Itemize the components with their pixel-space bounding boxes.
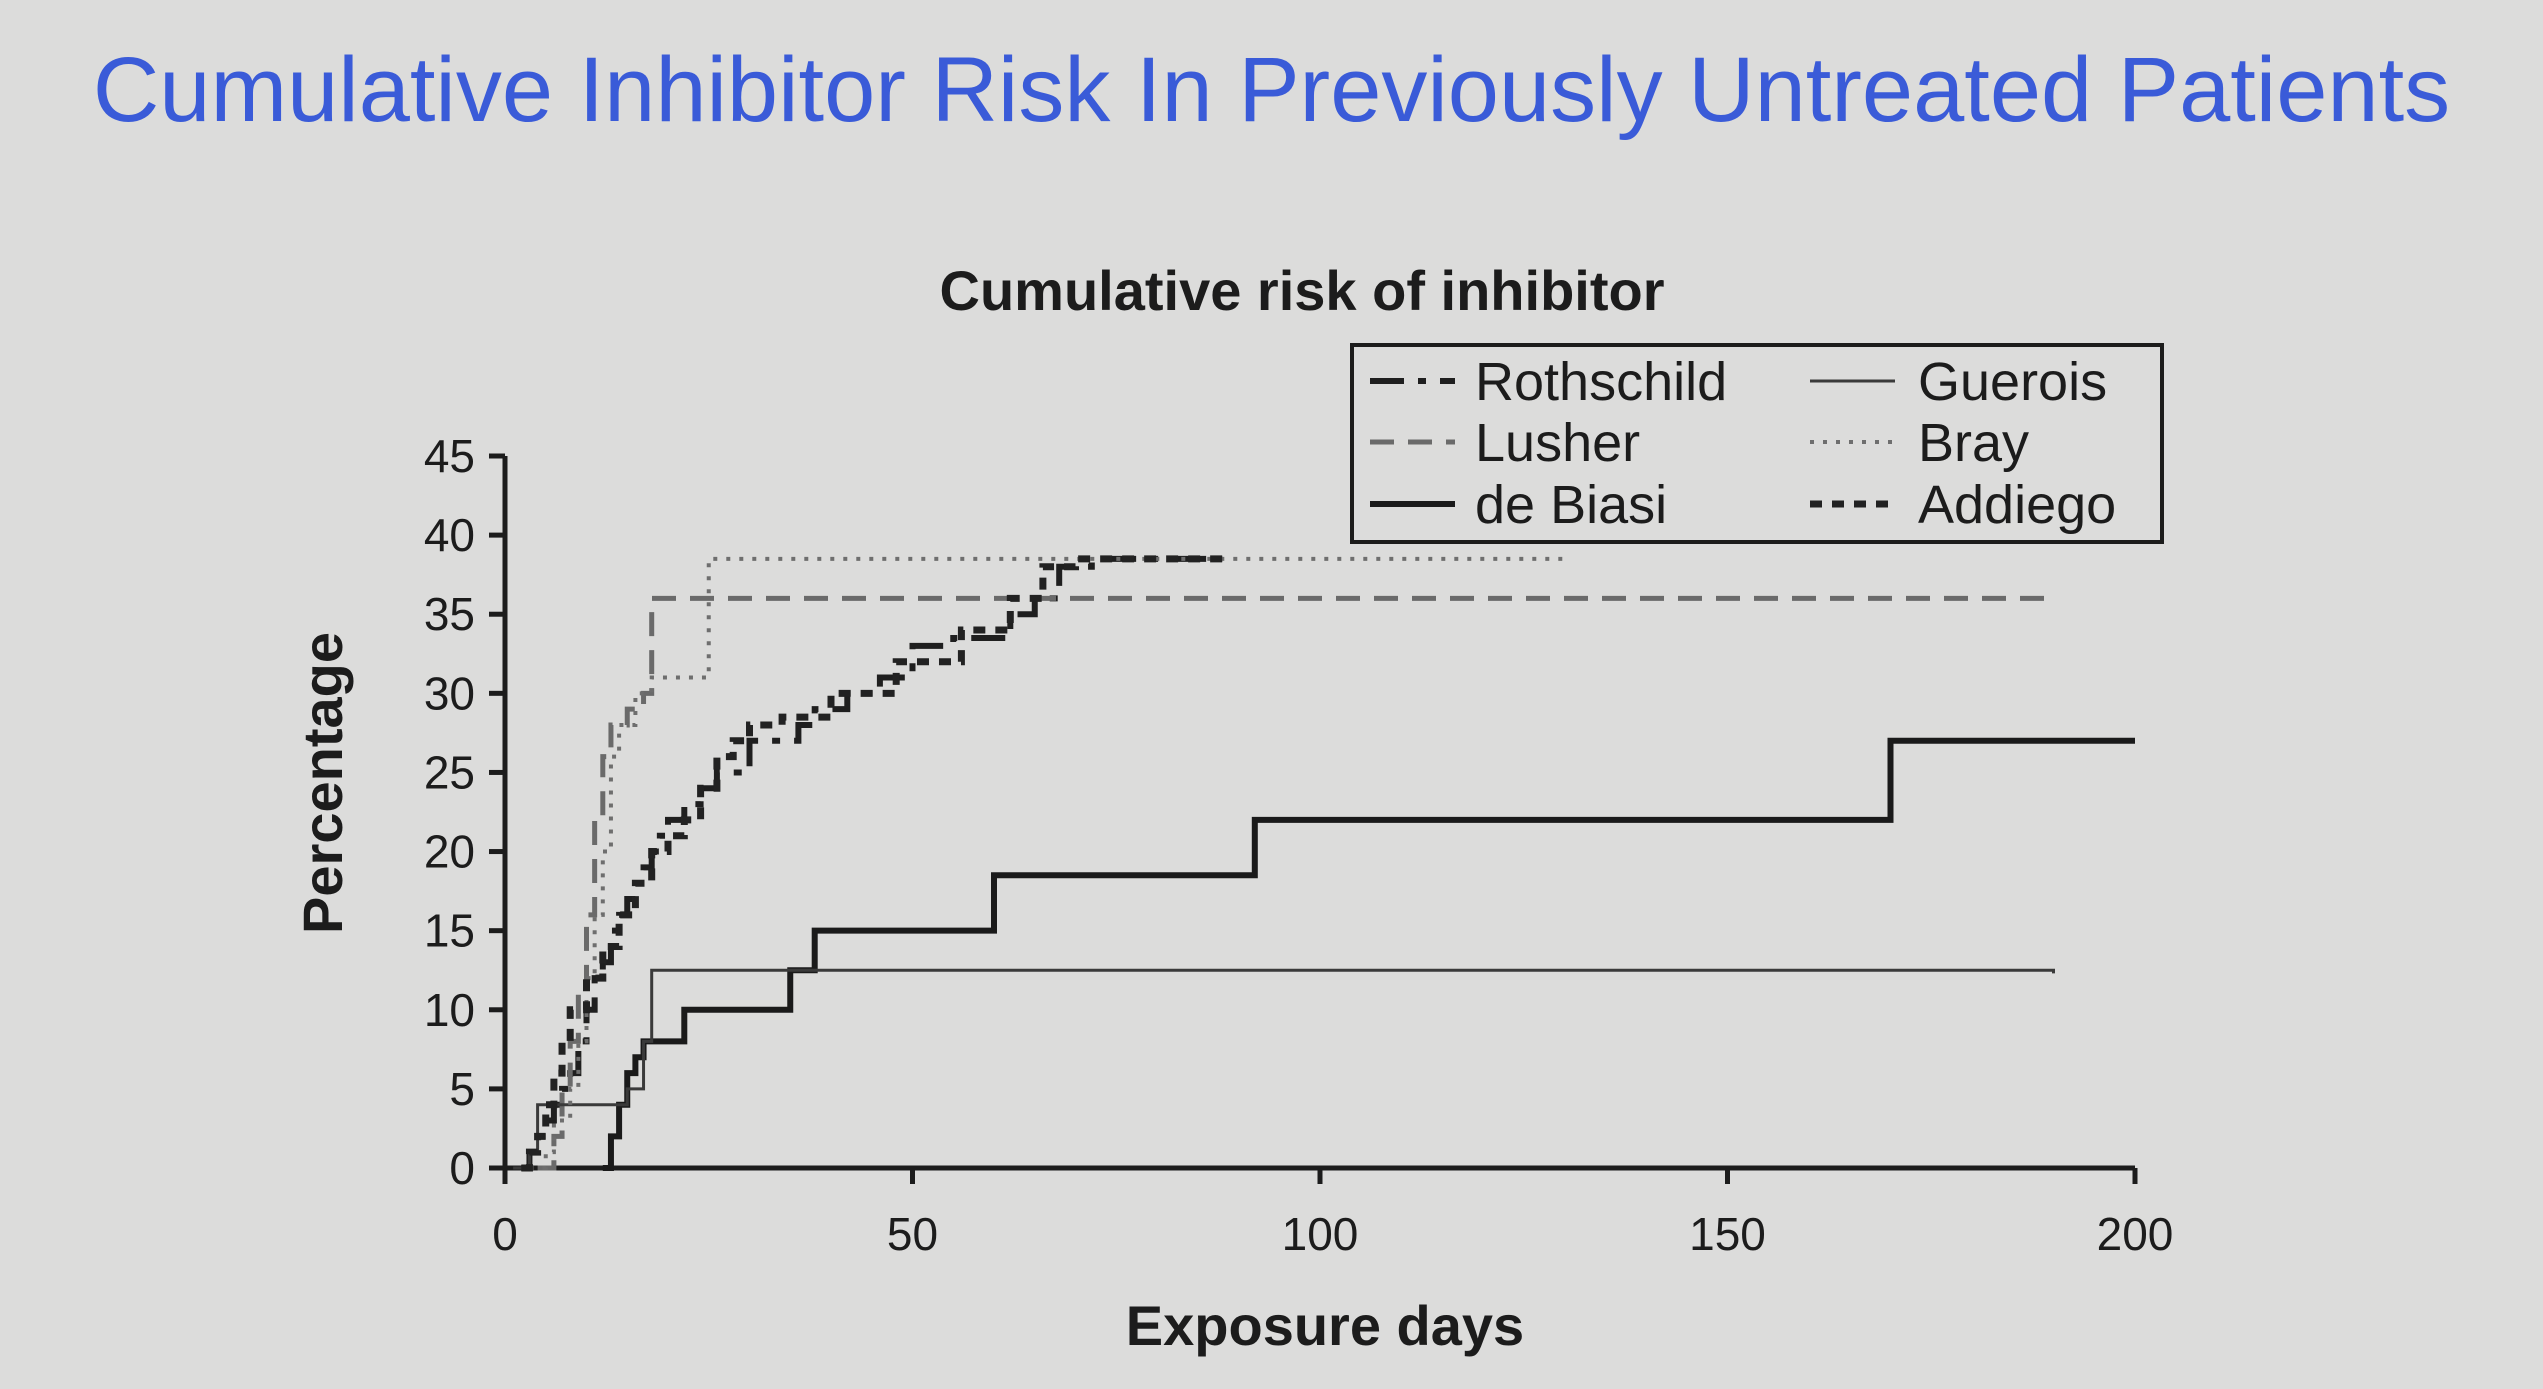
y-tick-label: 10 (424, 984, 475, 1036)
legend-label: Addiego (1918, 475, 2116, 535)
y-tick-label: 25 (424, 746, 475, 798)
y-tick-label: 35 (424, 588, 475, 640)
y-tick-label: 45 (424, 430, 475, 482)
x-tick-label: 0 (492, 1208, 518, 1260)
legend-label: Guerois (1918, 352, 2107, 412)
legend-label: Rothschild (1475, 352, 1727, 412)
y-tick-label: 20 (424, 826, 475, 878)
y-tick-label: 0 (449, 1142, 475, 1194)
y-tick-label: 40 (424, 509, 475, 561)
x-tick-label: 50 (887, 1208, 938, 1260)
series-line-addiego (521, 555, 1223, 1172)
legend-label: Lusher (1475, 413, 1640, 473)
slide-title: Cumulative Inhibitor Risk In Previously … (92, 39, 2451, 141)
y-tick-label: 15 (424, 905, 475, 957)
y-ticks: 0 5 10 15 20 25 30 35 40 45 (424, 430, 505, 1194)
legend-box (1350, 343, 2164, 544)
axes: 0 50 100 150 200 0 5 10 15 20 25 30 35 40 45 (424, 430, 2174, 1260)
x-tick-label: 100 (1282, 1208, 1359, 1260)
x-tick-label: 200 (2097, 1208, 2174, 1260)
x-tick-label: 150 (1689, 1208, 1766, 1260)
series-line-guerois (513, 968, 2055, 1170)
series-line-de-biasi (602, 737, 2135, 1171)
chart-title: Cumulative risk of inhibitor (940, 259, 1665, 322)
legend-label: de Biasi (1475, 475, 1667, 535)
series-layer (513, 555, 2135, 1172)
series-line-lusher (537, 595, 2054, 1171)
y-axis-title: Percentage (291, 632, 354, 934)
y-tick-label: 30 (424, 667, 475, 719)
series-line-bray (529, 556, 1565, 1170)
legend-label: Bray (1918, 413, 2029, 473)
y-tick-label: 5 (449, 1063, 475, 1115)
x-ticks: 0 50 100 150 200 (492, 1168, 2173, 1260)
x-axis-title: Exposure days (1126, 1294, 1524, 1357)
